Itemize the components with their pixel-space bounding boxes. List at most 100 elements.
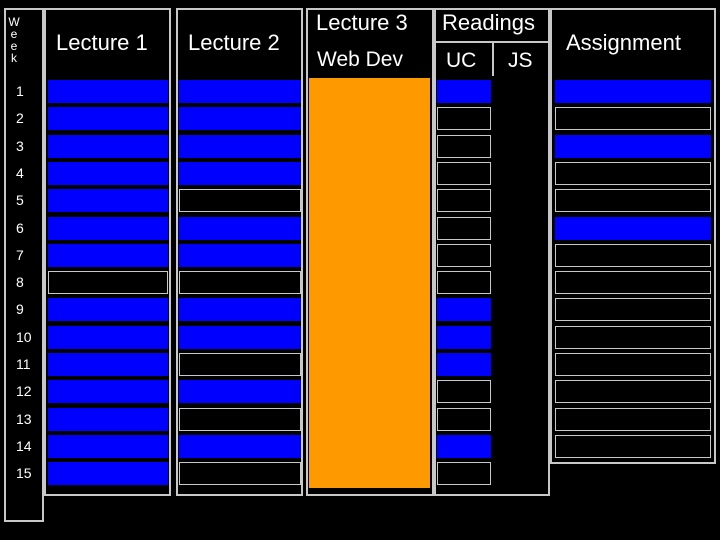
readings-uc-header: UC (446, 49, 477, 72)
assignment-cell (555, 107, 711, 131)
uc-cell (437, 216, 491, 240)
uc-cell (437, 134, 491, 158)
lecture3-cell (309, 269, 430, 297)
week-number: 9 (16, 301, 24, 318)
assignment-cell (555, 407, 711, 431)
week-number: 11 (16, 356, 31, 372)
week-column (4, 8, 44, 522)
readings-divider-line (492, 42, 494, 76)
week-number: 10 (16, 328, 32, 345)
lecture1-cell (48, 462, 168, 486)
lecture3-header: Lecture 3 (316, 10, 408, 35)
week-header-letter: k (11, 51, 17, 65)
lecture1-cell (48, 434, 168, 458)
lecture3-cell (309, 296, 430, 325)
lecture3-cell (309, 187, 430, 215)
assignment-cell (555, 434, 711, 458)
lecture1-cell (48, 243, 168, 267)
lecture1-cell (48, 271, 168, 295)
assignment-cell (555, 298, 711, 322)
lecture2-cell (179, 325, 301, 349)
uc-cell (437, 462, 491, 486)
uc-cell (437, 271, 491, 295)
uc-cell (437, 80, 491, 103)
assignment-cell (555, 80, 711, 103)
lecture2-cell (179, 434, 301, 458)
lecture3-cell (309, 214, 430, 243)
lecture3-cell (309, 432, 430, 461)
lecture3-cell (309, 78, 430, 106)
lecture3-cell (309, 351, 430, 379)
lecture2-cell (179, 462, 301, 486)
lecture1-cell (48, 325, 168, 349)
week-number: 13 (16, 410, 32, 427)
uc-cell (437, 325, 491, 349)
week-number: 3 (16, 137, 24, 154)
lecture2-cell (179, 353, 301, 376)
uc-cell (437, 353, 491, 376)
lecture2-cell (179, 407, 301, 431)
uc-cell (437, 107, 491, 131)
assignment-cell (555, 216, 711, 240)
lecture2-cell (179, 298, 301, 322)
week-number: 8 (16, 274, 24, 291)
uc-cell (437, 380, 491, 404)
lecture3-cell (309, 132, 430, 161)
lecture2-header: Lecture 2 (188, 30, 280, 55)
lecture1-cell (48, 353, 168, 376)
assignment-cell (555, 243, 711, 267)
lecture2-cell (179, 161, 301, 185)
lecture1-cell (48, 134, 168, 158)
lecture1-cell (48, 80, 168, 103)
week-header-letter: e (10, 27, 18, 41)
week-number: 12 (16, 383, 32, 400)
lecture1-cell (48, 407, 168, 431)
assignment-cell (555, 353, 711, 376)
week-number: 15 (16, 465, 32, 482)
week-number: 7 (16, 246, 24, 263)
week-header-letter: W (8, 15, 20, 29)
lecture3-cell (309, 323, 430, 352)
lecture3-cell (309, 460, 430, 488)
assignment-cell (555, 380, 711, 404)
lecture1-cell (48, 380, 168, 404)
lecture2-cell (179, 107, 301, 131)
readings-js-header: JS (508, 49, 533, 72)
lecture3-cell (309, 159, 430, 188)
week-number: 14 (16, 437, 32, 454)
uc-cell (437, 161, 491, 185)
assignment-cell (555, 189, 711, 213)
lecture3-cell (309, 405, 430, 434)
lecture1-cell (48, 298, 168, 322)
lecture2-cell (179, 189, 301, 213)
uc-cell (437, 434, 491, 458)
assignment-cell (555, 271, 711, 295)
week-number: 1 (16, 83, 24, 99)
uc-cell (437, 189, 491, 213)
week-number: 5 (16, 192, 24, 209)
lecture1-cell (48, 189, 168, 213)
week-number: 6 (16, 219, 24, 236)
lecture1-cell (48, 161, 168, 185)
lecture3-cell (309, 105, 430, 134)
lecture2-cell (179, 271, 301, 295)
assignment-header: Assignment (566, 30, 681, 55)
lecture2-cell (179, 134, 301, 158)
lecture3-cell (309, 241, 430, 270)
uc-cell (437, 298, 491, 322)
lecture1-cell (48, 216, 168, 240)
week-number: 4 (16, 164, 24, 181)
assignment-cell (555, 325, 711, 349)
assignment-cell (555, 134, 711, 158)
lecture1-header: Lecture 1 (56, 30, 148, 55)
week-number: 2 (16, 110, 24, 127)
lecture1-cell (48, 107, 168, 131)
week-header-letter: e (10, 39, 18, 53)
lecture3-cell (309, 378, 430, 407)
lecture2-cell (179, 80, 301, 103)
assignment-cell (555, 161, 711, 185)
lecture3-subheader: Web Dev (317, 48, 403, 71)
lecture2-cell (179, 216, 301, 240)
lecture2-cell (179, 243, 301, 267)
